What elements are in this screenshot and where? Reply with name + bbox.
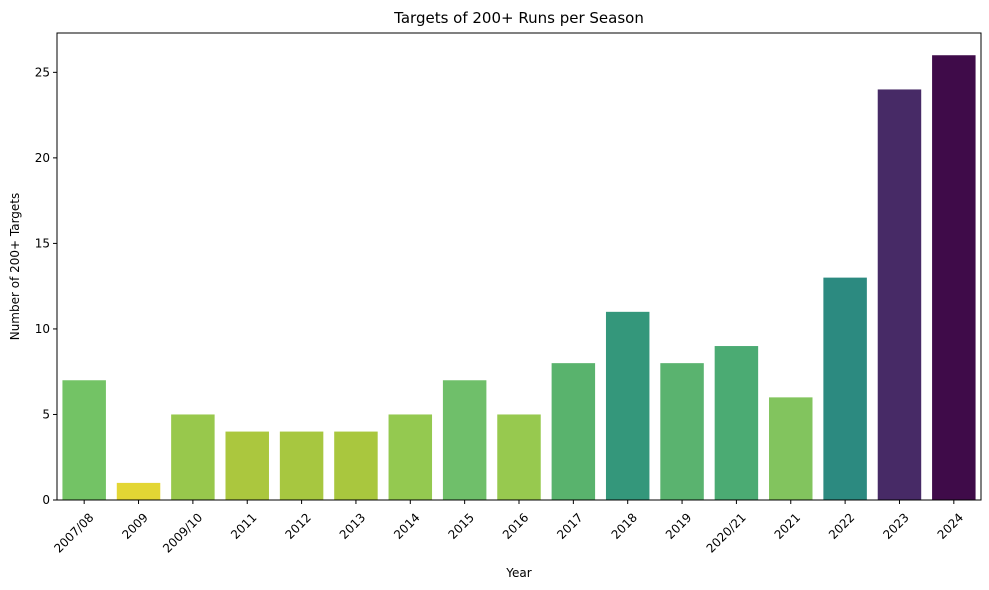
bar-2015 bbox=[442, 380, 487, 500]
x-tick-label: 2017 bbox=[554, 510, 585, 541]
x-tick-label: 2021 bbox=[772, 510, 803, 541]
bar-2018 bbox=[605, 311, 650, 500]
bar-2024 bbox=[932, 55, 976, 500]
x-tick-label: 2023 bbox=[880, 510, 911, 541]
bar-2007-08 bbox=[62, 380, 106, 500]
x-tick-label: 2013 bbox=[337, 510, 368, 541]
y-axis-label: Number of 200+ Targets bbox=[8, 193, 22, 341]
chart-title: Targets of 200+ Runs per Season bbox=[393, 9, 644, 27]
x-tick-label: 2019 bbox=[663, 510, 694, 541]
x-tick-label: 2009/10 bbox=[160, 510, 205, 555]
bar-2014 bbox=[388, 414, 433, 500]
x-tick-label: 2011 bbox=[228, 510, 259, 541]
bar-2017 bbox=[551, 363, 596, 500]
y-tick-label: 0 bbox=[42, 493, 50, 507]
y-axis: 0 5 10 15 20 25 bbox=[35, 65, 57, 507]
y-tick-label: 10 bbox=[35, 322, 50, 336]
y-tick-label: 25 bbox=[35, 65, 50, 79]
y-tick-label: 15 bbox=[35, 236, 50, 250]
axes-frame bbox=[56, 32, 982, 501]
x-tick-label: 2012 bbox=[282, 510, 313, 541]
x-tick-label: 2018 bbox=[609, 510, 640, 541]
x-axis: 2007/08 2009 2009/10 2011 2012 2013 2014 2015 20… bbox=[51, 500, 966, 556]
bar-2022 bbox=[823, 277, 867, 500]
y-tick-label: 5 bbox=[42, 407, 50, 421]
x-tick-label: 2015 bbox=[445, 510, 476, 541]
y-tick-label: 20 bbox=[35, 151, 50, 165]
bar-2009-10 bbox=[171, 414, 215, 500]
bar-2012 bbox=[279, 431, 324, 500]
bar-2019 bbox=[660, 363, 704, 500]
bars-group bbox=[62, 55, 976, 500]
bar-2013 bbox=[334, 431, 378, 500]
bar-2009 bbox=[116, 482, 161, 500]
x-tick-label: 2007/08 bbox=[51, 510, 96, 555]
bar-2011 bbox=[225, 431, 269, 500]
bar-2023 bbox=[877, 89, 922, 500]
x-tick-label: 2009 bbox=[119, 510, 150, 541]
x-tick-label: 2016 bbox=[500, 510, 531, 541]
bar-2021 bbox=[769, 397, 813, 500]
bar-2016 bbox=[497, 414, 541, 500]
bar-2020-21 bbox=[714, 346, 759, 500]
x-tick-label: 2014 bbox=[391, 510, 422, 541]
x-tick-label: 2022 bbox=[826, 510, 857, 541]
x-tick-label: 2020/21 bbox=[704, 510, 749, 555]
x-tick-label: 2024 bbox=[935, 510, 966, 541]
x-axis-label: Year bbox=[505, 566, 531, 580]
